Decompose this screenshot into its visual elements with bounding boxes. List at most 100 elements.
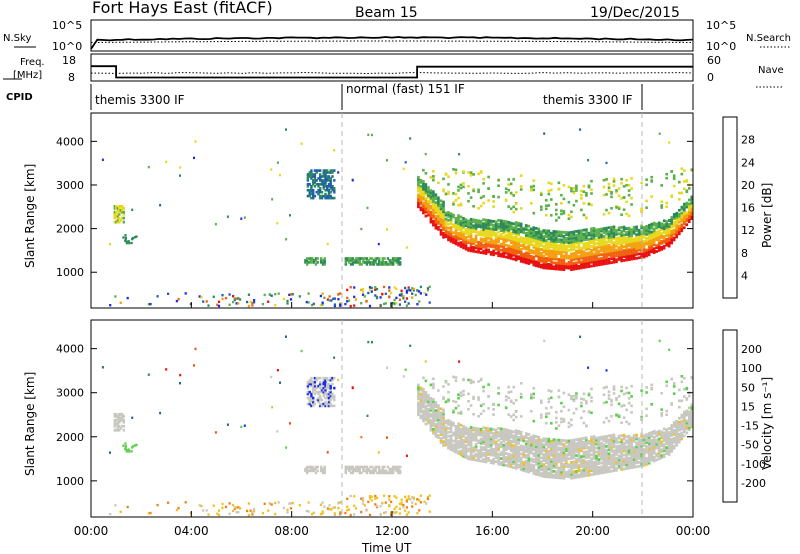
power-echo-cell [509, 249, 513, 252]
power-echo-cell [504, 191, 508, 194]
power-echo-cell [580, 262, 583, 266]
power-echo-cell [565, 244, 568, 248]
power-echo-cell [595, 263, 598, 267]
velocity-echo-cell [680, 437, 684, 441]
velocity-echo-cell [462, 454, 465, 458]
power-echo-cell [379, 261, 383, 264]
velocity-echo-cell [535, 449, 538, 452]
velocity-echo-cell [567, 451, 571, 455]
power-echo-cell [419, 179, 423, 182]
power-echo-cell [562, 210, 566, 213]
velocity-echo-cell [652, 455, 656, 459]
power-echo-cell [383, 302, 386, 306]
velocity-echo-cell [572, 452, 576, 456]
velocity-echo-cell [635, 443, 638, 447]
power-echo-cell [439, 221, 443, 224]
velocity-echo-cell [355, 465, 358, 469]
power-echo-cell [657, 243, 661, 246]
power-echo-cell [286, 299, 289, 303]
velocity-echo-cell [360, 465, 363, 469]
velocity-echo-cell [502, 455, 505, 459]
velocity-echo-cell [552, 452, 556, 455]
velocity-echo-cell [542, 447, 546, 451]
power-echo-cell [635, 233, 638, 237]
power-echo-cell [600, 263, 603, 266]
velocity-echo-cell [685, 425, 689, 429]
power-echo-cell [652, 243, 656, 247]
power-echo-cell [537, 241, 541, 245]
velocity-echo-cell [597, 466, 601, 469]
power-echo-cell [439, 230, 443, 234]
power-echo-cell [217, 304, 221, 308]
power-echo-cell [535, 264, 538, 268]
power-echo-cell [555, 232, 558, 235]
velocity-echo-cell [469, 438, 473, 441]
power-echo-cell [572, 242, 576, 246]
power-echo-cell [462, 224, 465, 228]
power-echo-cell [494, 222, 498, 226]
velocity-echo-cell [424, 412, 428, 416]
power-echo-cell [675, 231, 678, 235]
power-echo-cell [115, 214, 118, 218]
velocity-echo-cell [535, 453, 538, 456]
power-echo-cell [545, 264, 548, 268]
power-echo-cell [630, 242, 633, 245]
velocity-echo-cell [492, 413, 495, 416]
velocity-echo-cell [637, 453, 641, 456]
velocity-echo-cell [625, 451, 628, 455]
velocity-echo-cell [509, 435, 513, 439]
velocity-echo-cell [308, 398, 311, 402]
velocity-echo-cell [512, 450, 515, 454]
velocity-echo-cell [482, 426, 485, 430]
velocity-echo-cell [675, 439, 678, 443]
velocity-echo-cell [665, 432, 668, 436]
velocity-echo-cell [437, 408, 440, 412]
power-echo-cell [565, 248, 568, 252]
velocity-echo-cell [228, 502, 231, 505]
velocity-echo-cell [690, 403, 694, 407]
velocity-echo-cell [400, 501, 403, 504]
velocity-echo-cell [625, 391, 628, 395]
power-echo-cell [207, 304, 210, 307]
power-echo-cell [665, 239, 668, 243]
velocity-echo-cell [482, 460, 485, 463]
power-echo-cell [159, 204, 162, 207]
power-echo-cell [645, 206, 648, 209]
power-echo-cell [535, 252, 538, 256]
velocity-echo-cell [580, 437, 583, 441]
power-echo-cell [429, 210, 433, 214]
velocity-echo-cell [444, 443, 448, 447]
power-echo-cell [555, 236, 558, 239]
velocity-echo-cell [570, 449, 573, 452]
power-echo-cell [312, 190, 315, 194]
velocity-echo-cell [118, 424, 121, 428]
velocity-echo-cell [524, 448, 528, 451]
power-echo-cell [419, 206, 423, 210]
velocity-echo-cell [477, 449, 480, 453]
velocity-echo-cell [577, 469, 581, 473]
velocity-echo-cell [447, 442, 450, 446]
velocity-echo-cell [567, 447, 571, 451]
power-echo-cell [680, 227, 684, 231]
power-echo-cell [585, 261, 588, 265]
velocity-echo-cell [625, 463, 628, 466]
velocity-echo-cell [592, 447, 596, 450]
power-echo-cell [647, 247, 651, 251]
velocity-echo-cell [514, 449, 518, 452]
velocity-echo-cell [647, 459, 651, 463]
power-echo-cell [306, 175, 310, 178]
velocity-echo-cell [585, 472, 588, 475]
power-echo-cell [497, 254, 500, 258]
velocity-echo-cell [116, 428, 119, 432]
velocity-echo-cell [575, 466, 578, 469]
velocity-echo-cell [349, 513, 352, 517]
velocity-echo-cell [422, 405, 425, 409]
power-echo-cell [572, 244, 576, 247]
power-echo-cell [570, 230, 573, 234]
velocity-echo-cell [447, 438, 450, 442]
velocity-echo-cell [527, 466, 531, 470]
power-echo-cell [519, 207, 523, 210]
velocity-echo-cell [383, 494, 386, 497]
power-echo-cell [527, 232, 531, 236]
velocity-echo-cell [557, 389, 561, 392]
